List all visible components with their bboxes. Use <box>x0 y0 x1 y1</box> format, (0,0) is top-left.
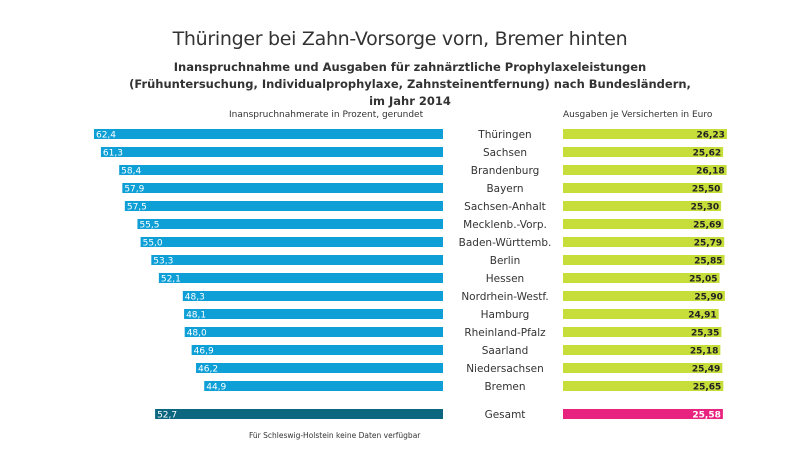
expense-13-bar <box>563 363 723 373</box>
category-label: Hamburg <box>481 309 530 321</box>
expense-8-value-label: 25,05 <box>689 275 717 285</box>
expense-5-value-label: 25,69 <box>693 221 721 231</box>
rate-10-bar <box>184 309 443 319</box>
rate-2-bar <box>119 165 444 175</box>
category-label: Bremen <box>484 381 525 393</box>
category-label: Brandenburg <box>471 165 540 177</box>
rate-9-value-label: 48,3 <box>185 293 205 303</box>
expense-2-value-label: 26,18 <box>696 167 724 177</box>
rate-11-value-label: 48,0 <box>187 329 207 339</box>
rate-12-value-label: 46,9 <box>194 347 214 357</box>
category-label: Saarland <box>482 345 529 357</box>
rate-9-bar <box>182 291 443 301</box>
rate-5-bar <box>137 219 443 229</box>
total-expense-value-label: 25,58 <box>692 411 720 421</box>
expense-7-value-label: 25,85 <box>694 257 722 267</box>
rate-6-value-label: 55,0 <box>143 239 163 249</box>
rate-13-value-label: 46,2 <box>198 365 218 375</box>
expense-1-bar <box>563 147 724 157</box>
expense-11-value-label: 25,35 <box>691 329 719 339</box>
expense-12-bar <box>563 345 721 355</box>
rate-10-value-label: 48,1 <box>186 311 206 321</box>
expense-14-value-label: 25,65 <box>693 383 721 393</box>
expense-8-bar <box>563 273 720 283</box>
category-label: Sachsen <box>483 147 527 159</box>
category-label: Hessen <box>486 273 524 285</box>
expense-11-bar <box>563 327 722 337</box>
rate-8-value-label: 52,1 <box>161 275 181 285</box>
category-label: Sachsen-Anhalt <box>464 201 546 213</box>
rate-11-bar <box>184 327 443 337</box>
total-rate-bar <box>155 409 443 419</box>
expense-6-bar <box>563 237 725 247</box>
rate-14-value-label: 44,9 <box>206 383 226 393</box>
expense-14-bar <box>563 381 724 391</box>
expense-9-bar <box>563 291 725 301</box>
rate-5-value-label: 55,5 <box>139 221 159 231</box>
category-label: Nordrhein-Westf. <box>461 291 548 303</box>
chart-title: Thüringer bei Zahn-Vorsorge vorn, Bremer… <box>172 28 628 50</box>
expense-6-value-label: 25,79 <box>694 239 722 249</box>
expense-4-value-label: 25,30 <box>691 203 719 213</box>
expense-9-value-label: 25,90 <box>694 293 722 303</box>
expense-0-bar <box>563 129 727 139</box>
category-label: Bayern <box>486 183 523 195</box>
rate-series-label: Inanspruchnahmerate in Prozent, gerundet <box>229 110 424 120</box>
rate-6-bar <box>140 237 443 247</box>
expense-1-value-label: 25,62 <box>693 149 721 159</box>
expense-10-bar <box>563 309 719 319</box>
category-label: Rheinland-Pfalz <box>464 327 546 339</box>
expense-0-value-label: 26,23 <box>696 131 724 141</box>
category-label: Berlin <box>490 255 520 267</box>
total-category-label: Gesamt <box>485 409 526 421</box>
rate-4-bar <box>124 201 443 211</box>
expense-3-value-label: 25,50 <box>692 185 720 195</box>
expense-4-bar <box>563 201 722 211</box>
rate-8-bar <box>158 273 443 283</box>
rate-3-value-label: 57,9 <box>124 185 144 195</box>
category-label: Thüringen <box>477 129 531 141</box>
chart-subtitle: Inanspruchnahme und Ausgaben für zahnärz… <box>129 60 691 108</box>
expense-series-label: Ausgaben je Versicherten in Euro <box>563 110 713 120</box>
rate-12-bar <box>191 345 443 355</box>
rate-1-value-label: 61,3 <box>103 149 123 159</box>
expense-10-value-label: 24,91 <box>688 311 716 321</box>
expense-12-value-label: 25,18 <box>690 347 718 357</box>
expense-3-bar <box>563 183 723 193</box>
expense-7-bar <box>563 255 725 265</box>
rate-3-bar <box>122 183 443 193</box>
expense-2-bar <box>563 165 727 175</box>
rate-13-bar <box>196 363 443 373</box>
expense-13-value-label: 25,49 <box>692 365 720 375</box>
category-label: Baden-Württemb. <box>459 237 552 249</box>
rate-2-value-label: 58,4 <box>121 167 141 177</box>
rate-4-value-label: 57,5 <box>127 203 147 213</box>
category-label: Mecklenb.-Vorp. <box>463 219 547 231</box>
rate-1-bar <box>100 147 443 157</box>
total-rate-value-label: 52,7 <box>157 411 177 421</box>
rate-7-value-label: 53,3 <box>153 257 173 267</box>
rate-7-bar <box>151 255 443 265</box>
rate-0-bar <box>93 129 443 139</box>
rate-14-bar <box>204 381 443 391</box>
expense-5-bar <box>563 219 724 229</box>
total-expense-bar <box>563 409 723 419</box>
footnote: Für Schleswig-Holstein keine Daten verfü… <box>249 431 421 440</box>
rate-0-value-label: 62,4 <box>96 131 116 141</box>
category-label: Niedersachsen <box>466 363 544 375</box>
